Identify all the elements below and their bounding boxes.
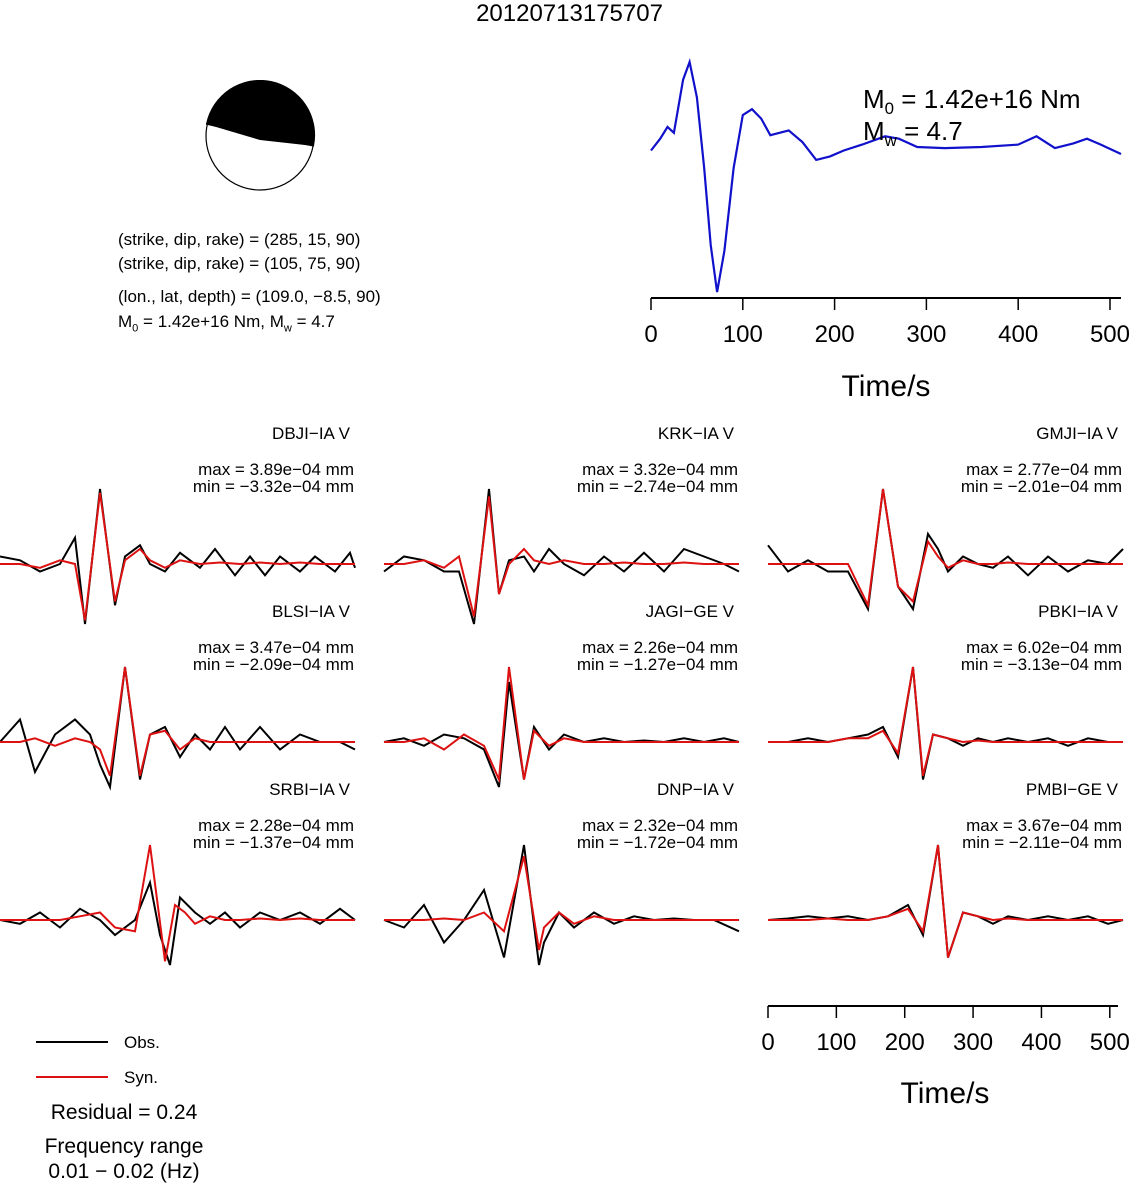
station-min: min = −2.01e−04 mm [961,477,1122,496]
frequency-range-value: 0.01 − 0.02 (Hz) [48,1160,200,1183]
fault-plane-2: (strike, dip, rake) = (105, 75, 90) [118,254,361,273]
station-min: min = −2.11e−04 mm [962,833,1122,852]
waveform-x-tick-label: 500 [1090,1029,1130,1056]
synthetic-trace [384,856,739,951]
residual-value: Residual = 0.24 [50,1101,198,1124]
synthetic-trace [768,666,1123,777]
stf-moment-label: M0 = 1.42e+16 Nm [863,84,1081,119]
station-label: JAGI−GE V [646,602,735,621]
observed-trace [0,666,356,791]
waveform-x-tick-label: 200 [885,1029,925,1056]
legend-obs-label: Obs. [124,1033,160,1052]
station-min: min = −2.09e−04 mm [193,655,354,674]
station-min: min = −3.32e−04 mm [193,477,354,496]
observed-trace [768,666,1123,780]
station-label: SRBI−IA V [269,780,350,799]
synthetic-trace [768,844,1123,958]
station-min: min = −1.27e−04 mm [577,655,738,674]
station-label: GMJI−IA V [1036,424,1118,443]
waveform-x-tick-label: 400 [1021,1029,1061,1056]
observed-trace [383,488,740,625]
page-title: 20120713175707 [476,0,663,27]
synthetic-trace [384,666,739,784]
observed-trace [0,488,356,625]
station-max: max = 3.67e−04 mm [966,816,1122,835]
stf-x-tick-label: 400 [998,321,1038,348]
moment-summary: M0 = 1.42e+16 Nm, Mw = 4.7 [118,312,335,335]
station-label: BLSI−IA V [272,602,351,621]
station-max: max = 3.32e−04 mm [582,460,738,479]
station-max: max = 6.02e−04 mm [966,638,1122,657]
station-label: PMBI−GE V [1026,780,1119,799]
station-max: max = 2.32e−04 mm [582,816,738,835]
station-max: max = 3.47e−04 mm [198,638,354,657]
stf-x-axis-label: Time/s [842,370,931,403]
station-min: min = −2.74e−04 mm [577,477,738,496]
waveform-x-tick-label: 0 [761,1029,774,1056]
observed-trace [383,844,740,966]
station-min: min = −1.37e−04 mm [193,833,354,852]
station-min: min = −1.72e−04 mm [577,833,738,852]
stf-x-tick-label: 300 [906,321,946,348]
waveform-x-axis-label: Time/s [901,1077,990,1110]
legend-syn-label: Syn. [124,1068,158,1087]
station-label: KRK−IA V [658,424,735,443]
observed-trace [0,878,356,966]
stf-magnitude-label: Mw = 4.7 [863,116,963,151]
synthetic-trace [0,844,355,962]
synthetic-trace [768,488,1123,609]
station-label: DNP−IA V [657,780,735,799]
focal-mechanism-beachball [205,80,316,191]
station-min: min = −3.13e−04 mm [961,655,1122,674]
hypocenter-location: (lon., lat, depth) = (109.0, −8.5, 90) [118,287,381,306]
stf-series-line [650,57,1122,293]
fault-plane-1: (strike, dip, rake) = (285, 15, 90) [118,230,361,249]
synthetic-trace [0,492,355,621]
synthetic-trace [0,666,355,777]
station-label: PBKI−IA V [1038,602,1119,621]
observed-trace [383,681,740,788]
station-max: max = 2.77e−04 mm [966,460,1122,479]
station-label: DBJI−IA V [272,424,351,443]
stf-x-tick-label: 100 [723,321,763,348]
observed-trace [767,488,1124,613]
stf-x-tick-label: 500 [1090,321,1130,348]
waveform-x-tick-label: 100 [816,1029,856,1056]
stf-x-tick-label: 200 [815,321,855,348]
stf-x-tick-label: 0 [644,321,657,348]
station-max: max = 3.89e−04 mm [198,460,354,479]
frequency-range-title: Frequency range [44,1135,204,1158]
waveform-x-tick-label: 300 [953,1029,993,1056]
stf-plot: 0 100 200 300 400 500 Time/s [644,57,1130,403]
station-max: max = 2.28e−04 mm [198,816,354,835]
station-max: max = 2.26e−04 mm [582,638,738,657]
legend: Obs. Syn. [36,1033,160,1087]
synthetic-trace [384,496,739,617]
